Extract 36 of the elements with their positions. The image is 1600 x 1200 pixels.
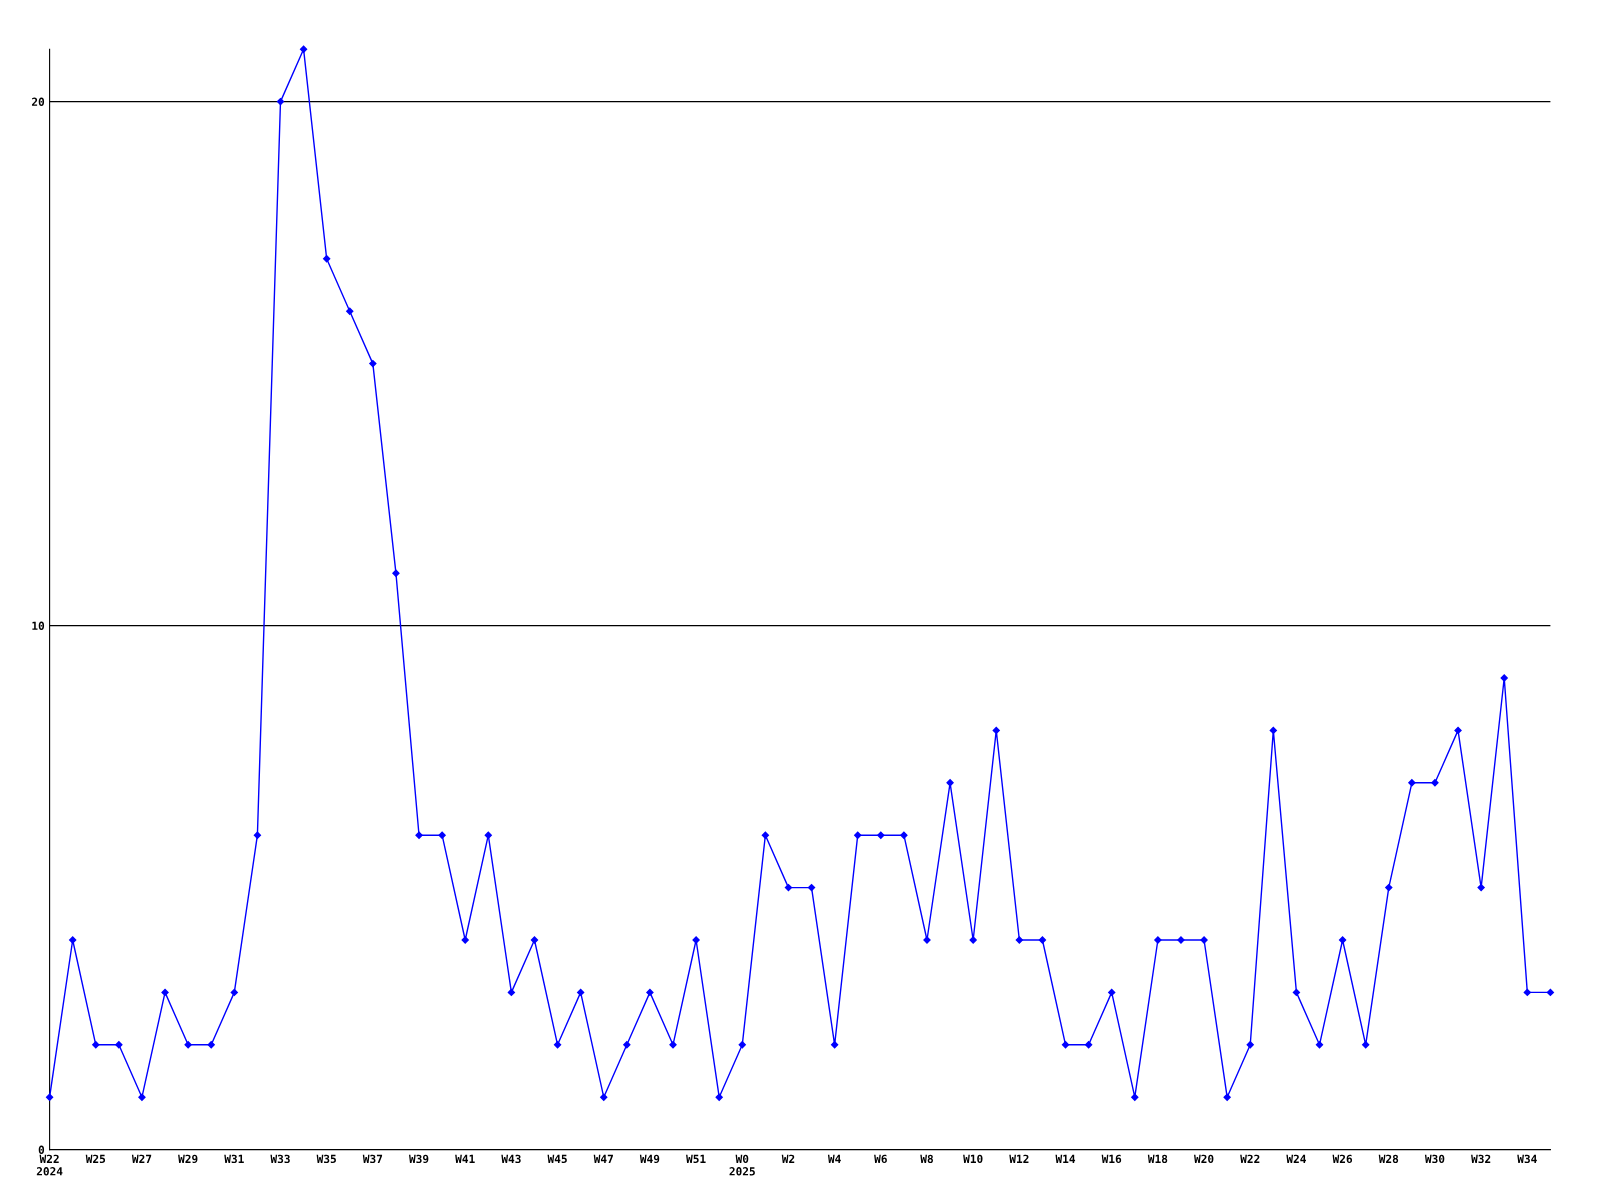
x-tick-label: W8 xyxy=(920,1154,933,1164)
x-tick-label: W18 xyxy=(1147,1154,1168,1164)
x-tick-label: W30 xyxy=(1424,1154,1445,1164)
x-tick-label: W6 xyxy=(874,1154,887,1164)
x-tick-label: W20 xyxy=(1194,1154,1214,1164)
x-tick-label: W43 xyxy=(501,1154,521,1164)
x-tick-label: W10 xyxy=(963,1154,983,1164)
x-tick-label: W16 xyxy=(1101,1154,1122,1164)
x-tick-label: W35 xyxy=(316,1154,336,1164)
x-tick-label: W4 xyxy=(827,1154,841,1163)
y-tick-label: 0 xyxy=(38,1145,45,1154)
x-tick-label: W2 xyxy=(781,1154,795,1163)
x-tick-label: W28 xyxy=(1378,1154,1399,1164)
y-tick-label: 10 xyxy=(32,621,45,630)
x-tick-label: W22 2024 xyxy=(36,1154,63,1176)
x-tick-label: W0 2025 xyxy=(729,1154,755,1176)
x-tick-label: W34 xyxy=(1517,1154,1537,1164)
x-tick-label: W22 xyxy=(1240,1154,1260,1163)
x-tick-label: W12 xyxy=(1009,1154,1029,1163)
x-tick-label: W26 xyxy=(1332,1154,1353,1164)
x-tick-label: W41 xyxy=(455,1154,475,1163)
x-tick-label: W25 xyxy=(85,1154,106,1164)
x-tick-label: W33 xyxy=(270,1154,290,1164)
x-tick-label: W29 xyxy=(178,1154,198,1164)
x-tick-label: W51 xyxy=(686,1154,706,1164)
x-tick-label: W24 xyxy=(1286,1154,1306,1163)
x-tick-label: W37 xyxy=(362,1154,383,1164)
x-tick-label: W39 xyxy=(408,1154,429,1164)
x-tick-label: W49 xyxy=(639,1154,660,1164)
x-tick-label: W31 xyxy=(224,1154,244,1164)
x-tick-label: W32 xyxy=(1471,1154,1491,1164)
x-tick-label: W47 xyxy=(593,1154,613,1163)
x-tick-label: W14 xyxy=(1055,1154,1076,1163)
x-tick-label: W27 xyxy=(131,1154,152,1163)
y-tick-label: 20 xyxy=(31,97,45,106)
x-tick-label: W45 xyxy=(547,1154,567,1164)
